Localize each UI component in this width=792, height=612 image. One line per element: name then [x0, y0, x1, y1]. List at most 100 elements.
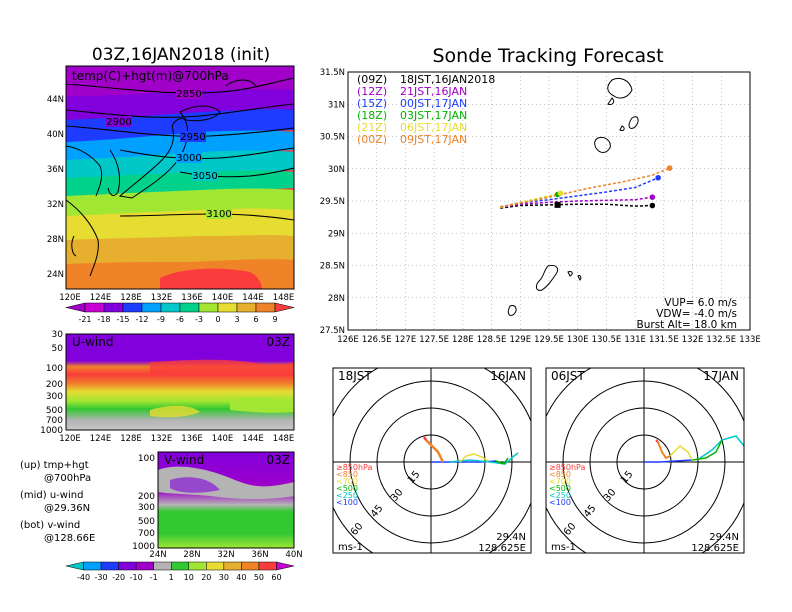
uwind-lon: 144E [242, 434, 264, 444]
hodo-left-lat: 29.4N [496, 532, 526, 543]
hodo-left-date: 16JAN [490, 369, 526, 383]
legend-code: (15Z) [357, 97, 387, 110]
wind-colorbar-swatch [153, 561, 172, 571]
colorbar-swatch [198, 302, 219, 313]
x-tick-label: 127E [395, 335, 417, 345]
lat-tick-label: 44N [47, 95, 64, 105]
x-tick-label: 129.5E [534, 335, 564, 345]
wind-colorbar-label: 10 [184, 573, 194, 582]
lon-tick-label: 124E [90, 293, 112, 303]
tracking-y-ticks: 27.5N 28N 28.5N 29N 29.5N 30N 30.5N 31N 31.5N [320, 68, 345, 336]
uwind-lon: 120E [59, 434, 81, 444]
wind-colorbar-label: 40 [236, 573, 246, 582]
uwind-title: U-wind [72, 335, 113, 349]
uwind-level: 50 [52, 344, 64, 354]
wind-colorbar-label: 50 [254, 573, 264, 582]
launch-point [554, 201, 561, 208]
y-tick-label: 29.5N [320, 197, 345, 207]
pressure-legend-item: <100 [336, 498, 358, 507]
note-up-a: (up) tmp+hgt [20, 460, 89, 471]
uwind-level: 30 [52, 330, 64, 340]
pressure-legend-item: <500 [336, 484, 358, 493]
vwind-time: 03Z [267, 453, 291, 467]
hodo-left-time: 18JST [338, 369, 372, 383]
uwind-lon-labels: 120E 124E 128E 132E 136E 140E 144E 148E [59, 434, 294, 444]
sonde-params: VUP= 6.0 m/s VDW= -4.0 m/s Burst Alt= 18… [637, 297, 737, 331]
x-tick-label: 131E [624, 335, 646, 345]
note-bot-b: @128.66E [44, 533, 95, 544]
wind-colorbar-swatch [241, 561, 260, 571]
colorbar-swatch [141, 302, 162, 313]
colorbar-swatch [103, 302, 124, 313]
map-lat-labels: 44N 40N 36N 32N 28N 24N [47, 95, 64, 280]
track-endpoint [649, 194, 656, 200]
x-tick-label: 130E [567, 335, 589, 345]
ring-label: 30 [602, 487, 619, 504]
wind-colorbar-label: -1 [150, 573, 158, 582]
x-tick-label: 133E [739, 335, 761, 345]
pressure-legend-item: <250 [549, 491, 571, 500]
wind-colorbar-swatch [100, 561, 119, 571]
uwind-lon: 124E [90, 434, 112, 444]
colorbar-label: 9 [272, 315, 277, 324]
wind-colorbar-label: -30 [95, 573, 108, 582]
wind-colorbar-swatch [276, 561, 295, 571]
wind-colorbar-label: 20 [201, 573, 211, 582]
track-line [500, 203, 653, 209]
param-vup: VUP= 6.0 m/s [664, 297, 737, 309]
tracking-x-ticks: 126E 126.5E 127E 127.5E 128E 128.5E 129E 129.5E… [337, 335, 761, 345]
vwind-lat: 32N [217, 550, 234, 560]
hodo-right-lat: 29.4N [709, 532, 739, 543]
x-tick-label: 128.5E [477, 335, 507, 345]
tracking-legend: (09Z) 18JST,16JAN2018 (12Z) 21JST,16JAN (15Z… [357, 73, 495, 146]
ring-label: 15 [619, 469, 636, 486]
lon-tick-label: 120E [59, 293, 81, 303]
wind-colorbar-swatch [223, 561, 242, 571]
uwind-time: 03Z [267, 335, 291, 349]
lat-tick-label: 24N [47, 270, 64, 280]
vwind-title: V-wind [164, 453, 204, 467]
panel-notes: (up) tmp+hgt @700hPa (mid) u-wind @29.36… [20, 460, 95, 544]
wind-colorbar-label: -20 [112, 573, 125, 582]
colorbar-label: -6 [176, 315, 184, 324]
pressure-legend-item: <850 [549, 470, 571, 479]
legend-code: (21Z) [357, 121, 387, 134]
vwind-level: 1000 [132, 542, 155, 552]
subtitle-backdrop [68, 68, 226, 84]
vwind-lat-labels: 24N 28N 32N 36N 40N [149, 550, 302, 560]
pressure-legend-item: <700 [336, 477, 358, 486]
hodo-right-date: 17JAN [703, 369, 739, 383]
x-tick-label: 126E [337, 335, 359, 345]
map-lon-labels: 120E 124E 128E 132E 136E 140E 144E 148E [59, 293, 294, 303]
hodo-left-unit: ms-1 [338, 542, 363, 553]
contour-label: 3000 [176, 153, 201, 164]
colorbar-label: 3 [234, 315, 239, 324]
legend-label: 09JST,17JAN [400, 133, 467, 146]
vwind-level: 100 [138, 454, 155, 464]
temperature-colorbar: -21 -18 -15 -12 -9 -6 -3 0 3 6 9 [65, 302, 295, 324]
hodo-left-lon: 128.625E [478, 543, 526, 554]
lat-tick-label: 40N [47, 130, 64, 140]
colorbar-swatch [179, 302, 200, 313]
colorbar-swatch [122, 302, 143, 313]
param-vdw: VDW= -4.0 m/s [656, 308, 737, 320]
pressure-legend-item: <500 [549, 484, 571, 493]
y-tick-label: 28N [328, 294, 345, 304]
left-map-subtitle: temp(C)+hgt(m)@700hPa [72, 69, 229, 83]
colorbar-swatch [160, 302, 181, 313]
vwind-level: 300 [138, 503, 155, 513]
uwind-level: 300 [46, 392, 63, 402]
y-tick-label: 29N [328, 229, 345, 239]
uwind-level: 700 [46, 416, 63, 426]
hodo-right-unit: ms-1 [551, 542, 576, 553]
track-endpoint [655, 174, 661, 181]
vwind-lat: 24N [149, 550, 166, 560]
x-tick-label: 132.5E [706, 335, 736, 345]
vwind-level: 200 [138, 492, 155, 502]
y-tick-label: 30.5N [320, 133, 345, 143]
